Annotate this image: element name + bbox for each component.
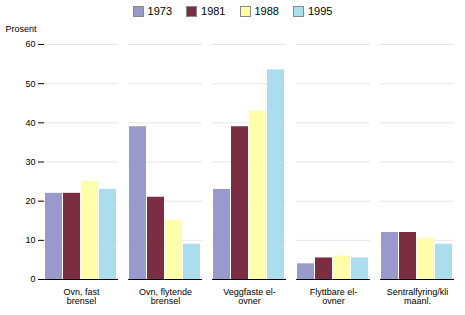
svg-text:50: 50 [25,79,35,89]
svg-text:60: 60 [25,39,35,49]
svg-text:0: 0 [30,274,35,284]
svg-text:Sentralfyring/klimaanl.: Sentralfyring/klimaanl. [387,287,449,306]
svg-text:Ovn, fastbrensel: Ovn, fastbrensel [63,287,100,306]
svg-text:40: 40 [25,118,35,128]
svg-text:Flyttbare el-ovner: Flyttbare el-ovner [310,287,358,306]
svg-text:10: 10 [25,235,35,245]
svg-text:Veggfaste el-ovner: Veggfaste el-ovner [223,287,276,306]
html-text:1981: 1981 [201,5,226,17]
svg-text:20: 20 [25,196,35,206]
html-text:1988: 1988 [254,5,279,17]
html-text:1973: 1973 [147,5,172,17]
html-text:1995: 1995 [308,5,333,17]
svg-text:Prosent: Prosent [6,24,38,34]
svg-text:30: 30 [25,157,35,167]
svg-text:Ovn, flytendebrensel: Ovn, flytendebrensel [139,287,192,306]
